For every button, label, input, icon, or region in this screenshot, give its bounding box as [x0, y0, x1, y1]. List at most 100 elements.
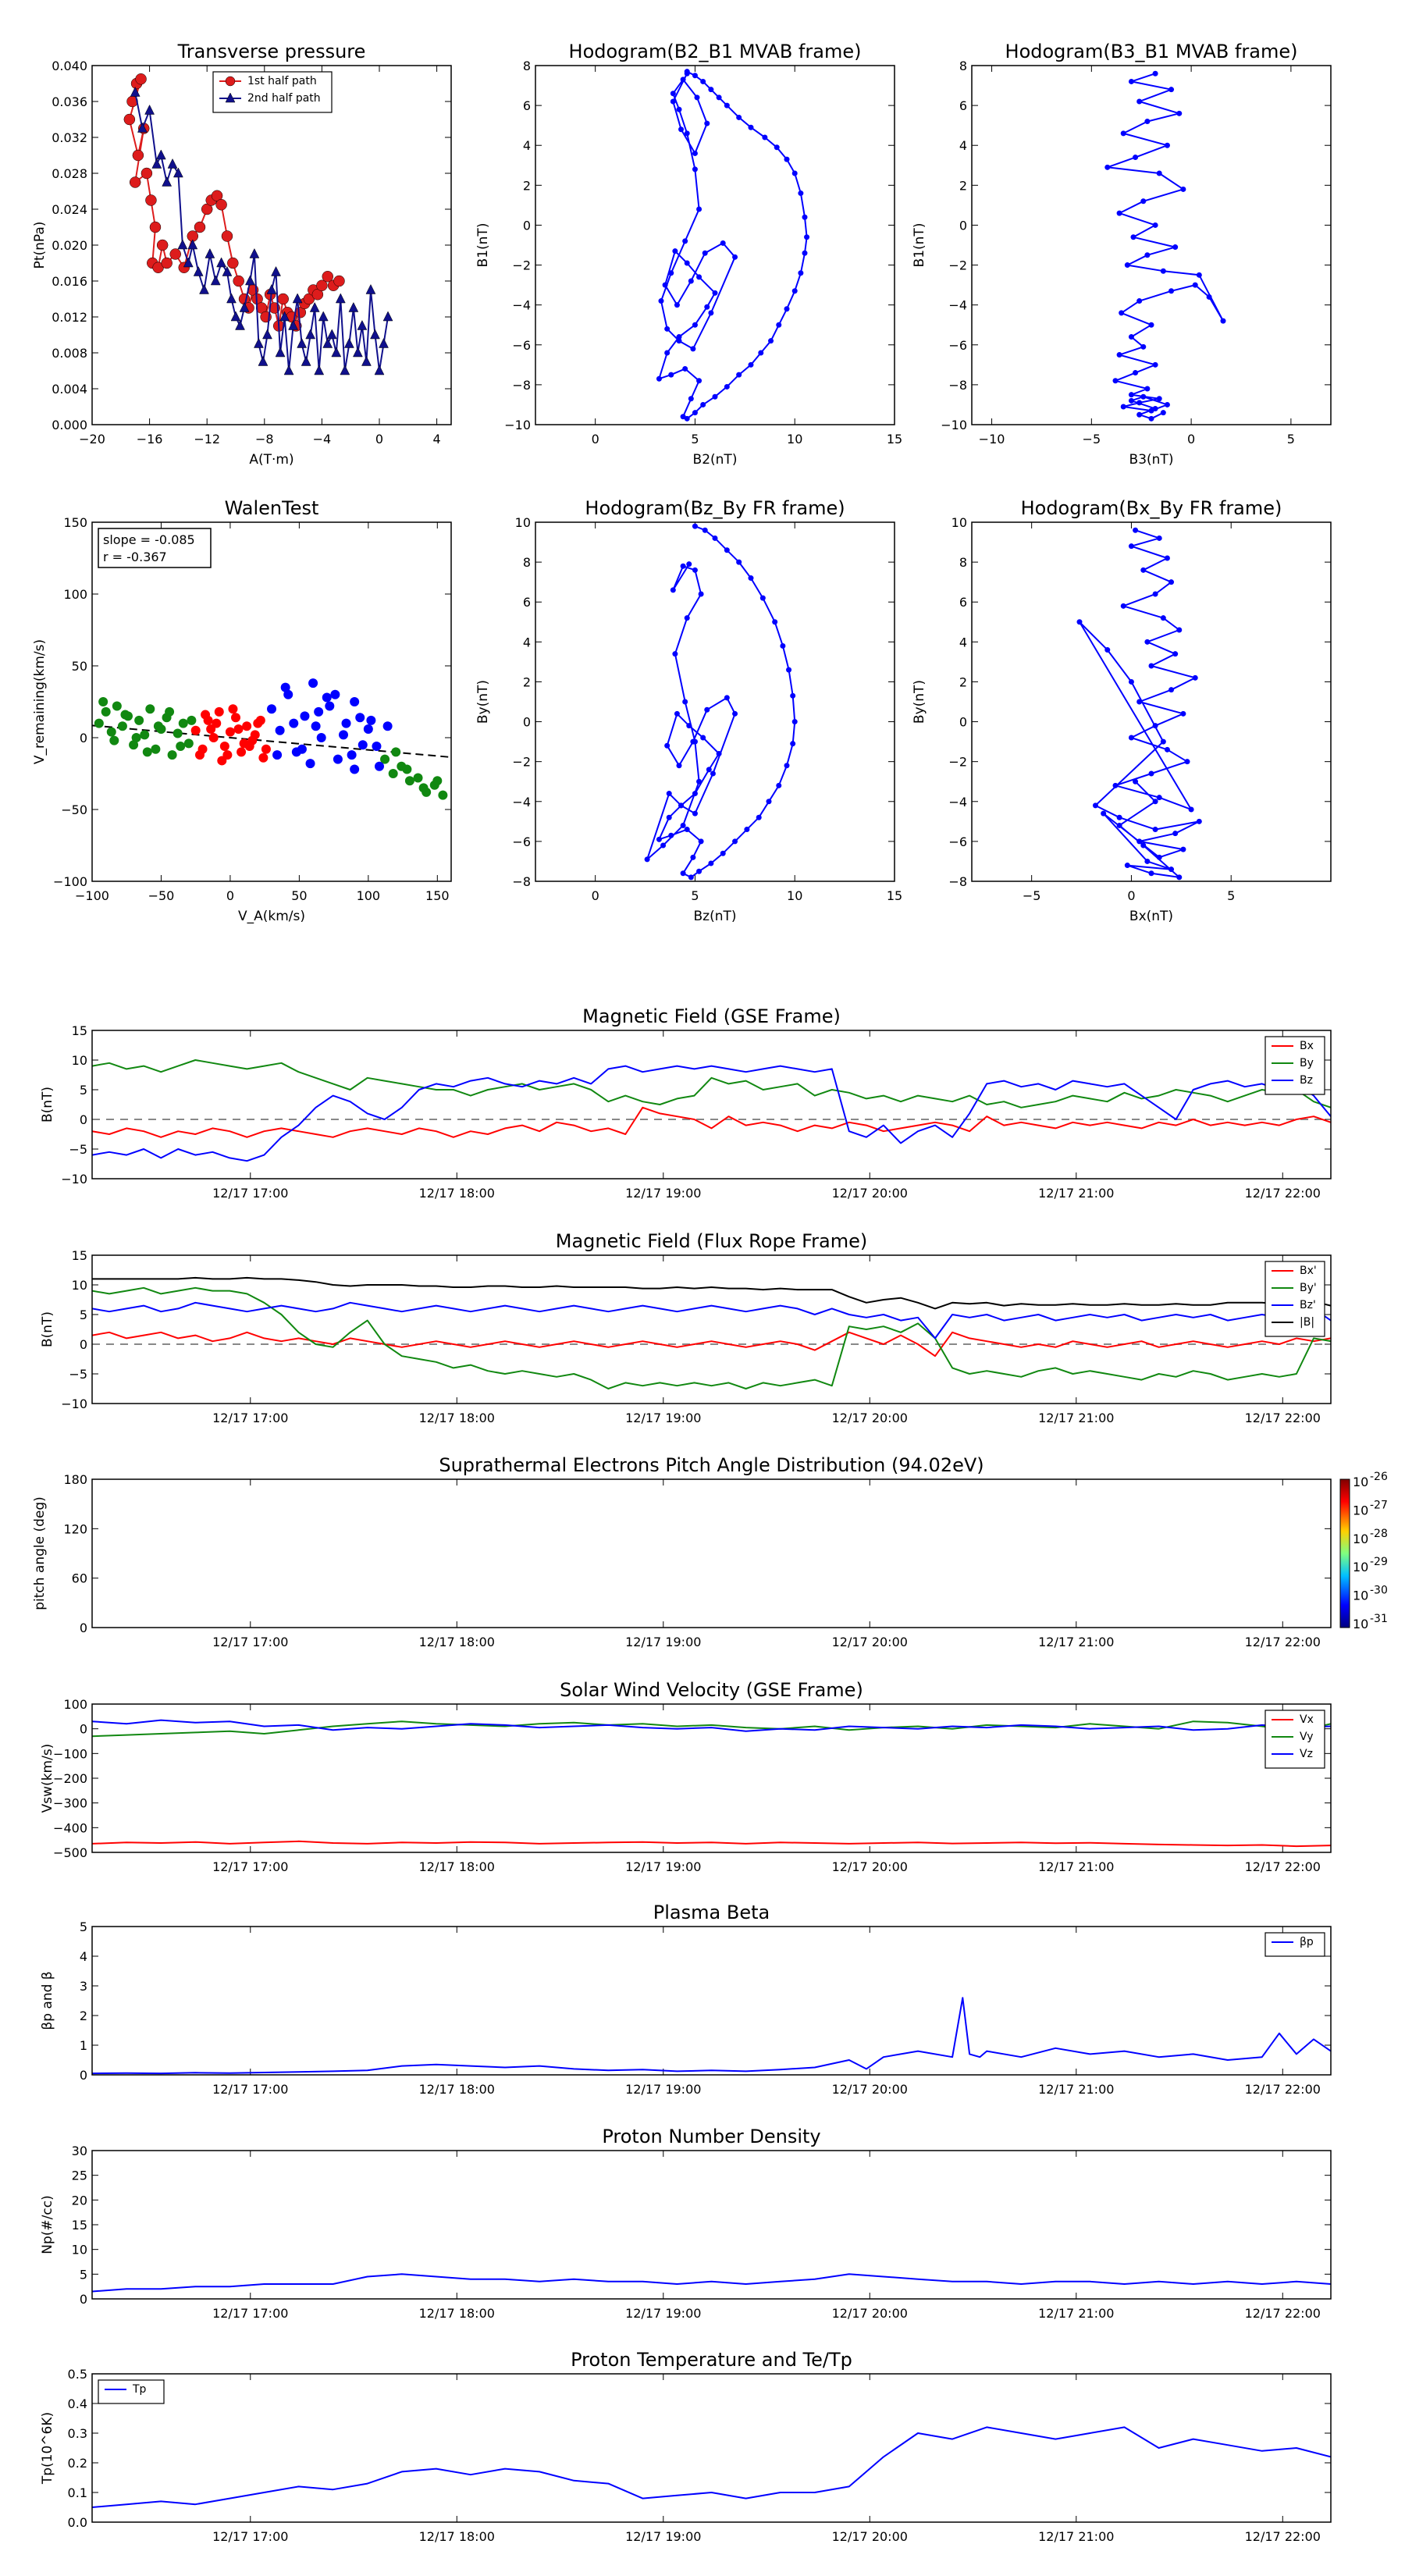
data-point — [216, 257, 227, 268]
data-point — [262, 329, 272, 340]
x-tick-label: 12/17 22:00 — [1245, 1859, 1321, 1874]
data-point — [365, 283, 376, 294]
chart-title: Proton Number Density — [602, 2126, 820, 2147]
data-point — [692, 567, 698, 573]
data-point — [672, 248, 678, 254]
x-tick-label: 12/17 22:00 — [1245, 1635, 1321, 1649]
colorbar — [1339, 1478, 1350, 1628]
y-tick-label: 0.008 — [52, 346, 87, 361]
data-point — [698, 591, 704, 597]
data-point — [692, 810, 698, 817]
y-axis-label: Np(#/cc) — [40, 2195, 55, 2254]
data-point — [280, 682, 290, 692]
data-point — [1156, 795, 1162, 801]
x-tick-label: −20 — [79, 432, 105, 447]
data-point — [1133, 155, 1139, 161]
data-point — [227, 257, 239, 269]
data-point — [684, 260, 690, 266]
data-point — [682, 365, 688, 372]
x-tick-label: 12/17 20:00 — [832, 1411, 908, 1425]
data-point — [314, 365, 325, 375]
data-point — [1119, 310, 1125, 316]
y-axis-label: By(nT) — [475, 680, 491, 724]
data-point — [183, 257, 194, 268]
legend-label: By — [1300, 1057, 1314, 1069]
y-tick-label: −8 — [512, 378, 531, 393]
panel-h1: Hodogram(B2_B1 MVAB frame) −10 −8 −6 −4 −2 0 2 4… — [475, 41, 902, 468]
y-tick-label: 0.0 — [68, 2515, 87, 2530]
data-point — [418, 783, 429, 793]
data-point — [199, 283, 209, 294]
data-point — [372, 742, 382, 752]
data-point — [233, 275, 244, 287]
data-point — [736, 114, 742, 120]
x-tick-label: 12/17 17:00 — [212, 1635, 288, 1649]
data-point — [1140, 198, 1147, 205]
data-point — [208, 733, 219, 742]
data-point — [350, 764, 360, 774]
data-point — [311, 721, 321, 731]
plot-frame — [971, 521, 1332, 882]
data-point — [348, 301, 359, 312]
x-tick-label: −16 — [137, 432, 163, 447]
x-tick-label: 5 — [691, 432, 699, 447]
x-tick-label: 12/17 21:00 — [1038, 1859, 1114, 1874]
legend-marker — [225, 92, 236, 103]
data-point — [244, 742, 254, 752]
series-line-0 — [646, 525, 796, 878]
legend-label: Bz' — [1300, 1299, 1316, 1311]
data-point — [1168, 288, 1175, 294]
colorbar-exponent: -31 — [1370, 1613, 1388, 1625]
data-point — [692, 166, 698, 173]
x-tick-label: −100 — [75, 888, 109, 903]
panel-vel: Solar Wind Velocity (GSE Frame) −500 −400 −… — [40, 1679, 1332, 1874]
y-tick-label: 0.000 — [52, 418, 87, 432]
data-point — [698, 838, 704, 845]
data-point — [666, 791, 672, 797]
y-tick-label: 0.032 — [52, 130, 87, 145]
chart-title: Hodogram(Bz_By FR frame) — [585, 497, 845, 519]
data-point — [736, 559, 742, 565]
data-point — [129, 740, 139, 750]
data-point — [1144, 858, 1151, 864]
series-line-βp — [92, 1997, 1331, 2075]
y-tick-label: −6 — [512, 834, 531, 849]
data-point — [266, 283, 277, 294]
data-point — [791, 288, 798, 294]
data-point — [120, 710, 130, 720]
data-point — [153, 721, 163, 731]
data-point — [700, 735, 706, 741]
y-axis-label: B1(nT) — [912, 223, 927, 268]
data-point — [1116, 814, 1122, 820]
data-point — [283, 365, 294, 375]
data-point — [1133, 527, 1139, 533]
colorbar-tick-label: 10 — [1353, 1617, 1368, 1631]
data-point — [283, 689, 293, 699]
colorbar-exponent: -26 — [1370, 1471, 1388, 1483]
y-tick-label: 0.5 — [68, 2367, 87, 2382]
data-point — [708, 87, 714, 93]
data-point — [686, 561, 692, 568]
data-point — [1120, 404, 1126, 410]
data-point — [145, 194, 157, 206]
y-tick-label: 5 — [80, 1083, 87, 1098]
data-point — [666, 814, 672, 820]
data-point — [316, 279, 328, 291]
data-point — [710, 770, 716, 777]
data-point — [258, 355, 269, 366]
data-point — [704, 304, 710, 310]
y-tick-label: 0 — [959, 218, 967, 233]
y-tick-label: 6 — [523, 98, 531, 113]
data-point — [702, 250, 708, 256]
data-point — [802, 250, 808, 256]
x-tick-label: 12/17 19:00 — [625, 1635, 701, 1649]
series-line-1st half path — [128, 78, 340, 327]
data-point — [702, 527, 708, 533]
chart-title: Hodogram(B3_B1 MVAB frame) — [1005, 41, 1298, 62]
colorbar-exponent: -27 — [1370, 1499, 1388, 1511]
data-point — [98, 697, 108, 706]
data-point — [1152, 222, 1158, 228]
y-tick-label: −4 — [948, 795, 967, 809]
data-point — [676, 338, 682, 344]
data-point — [112, 701, 122, 711]
